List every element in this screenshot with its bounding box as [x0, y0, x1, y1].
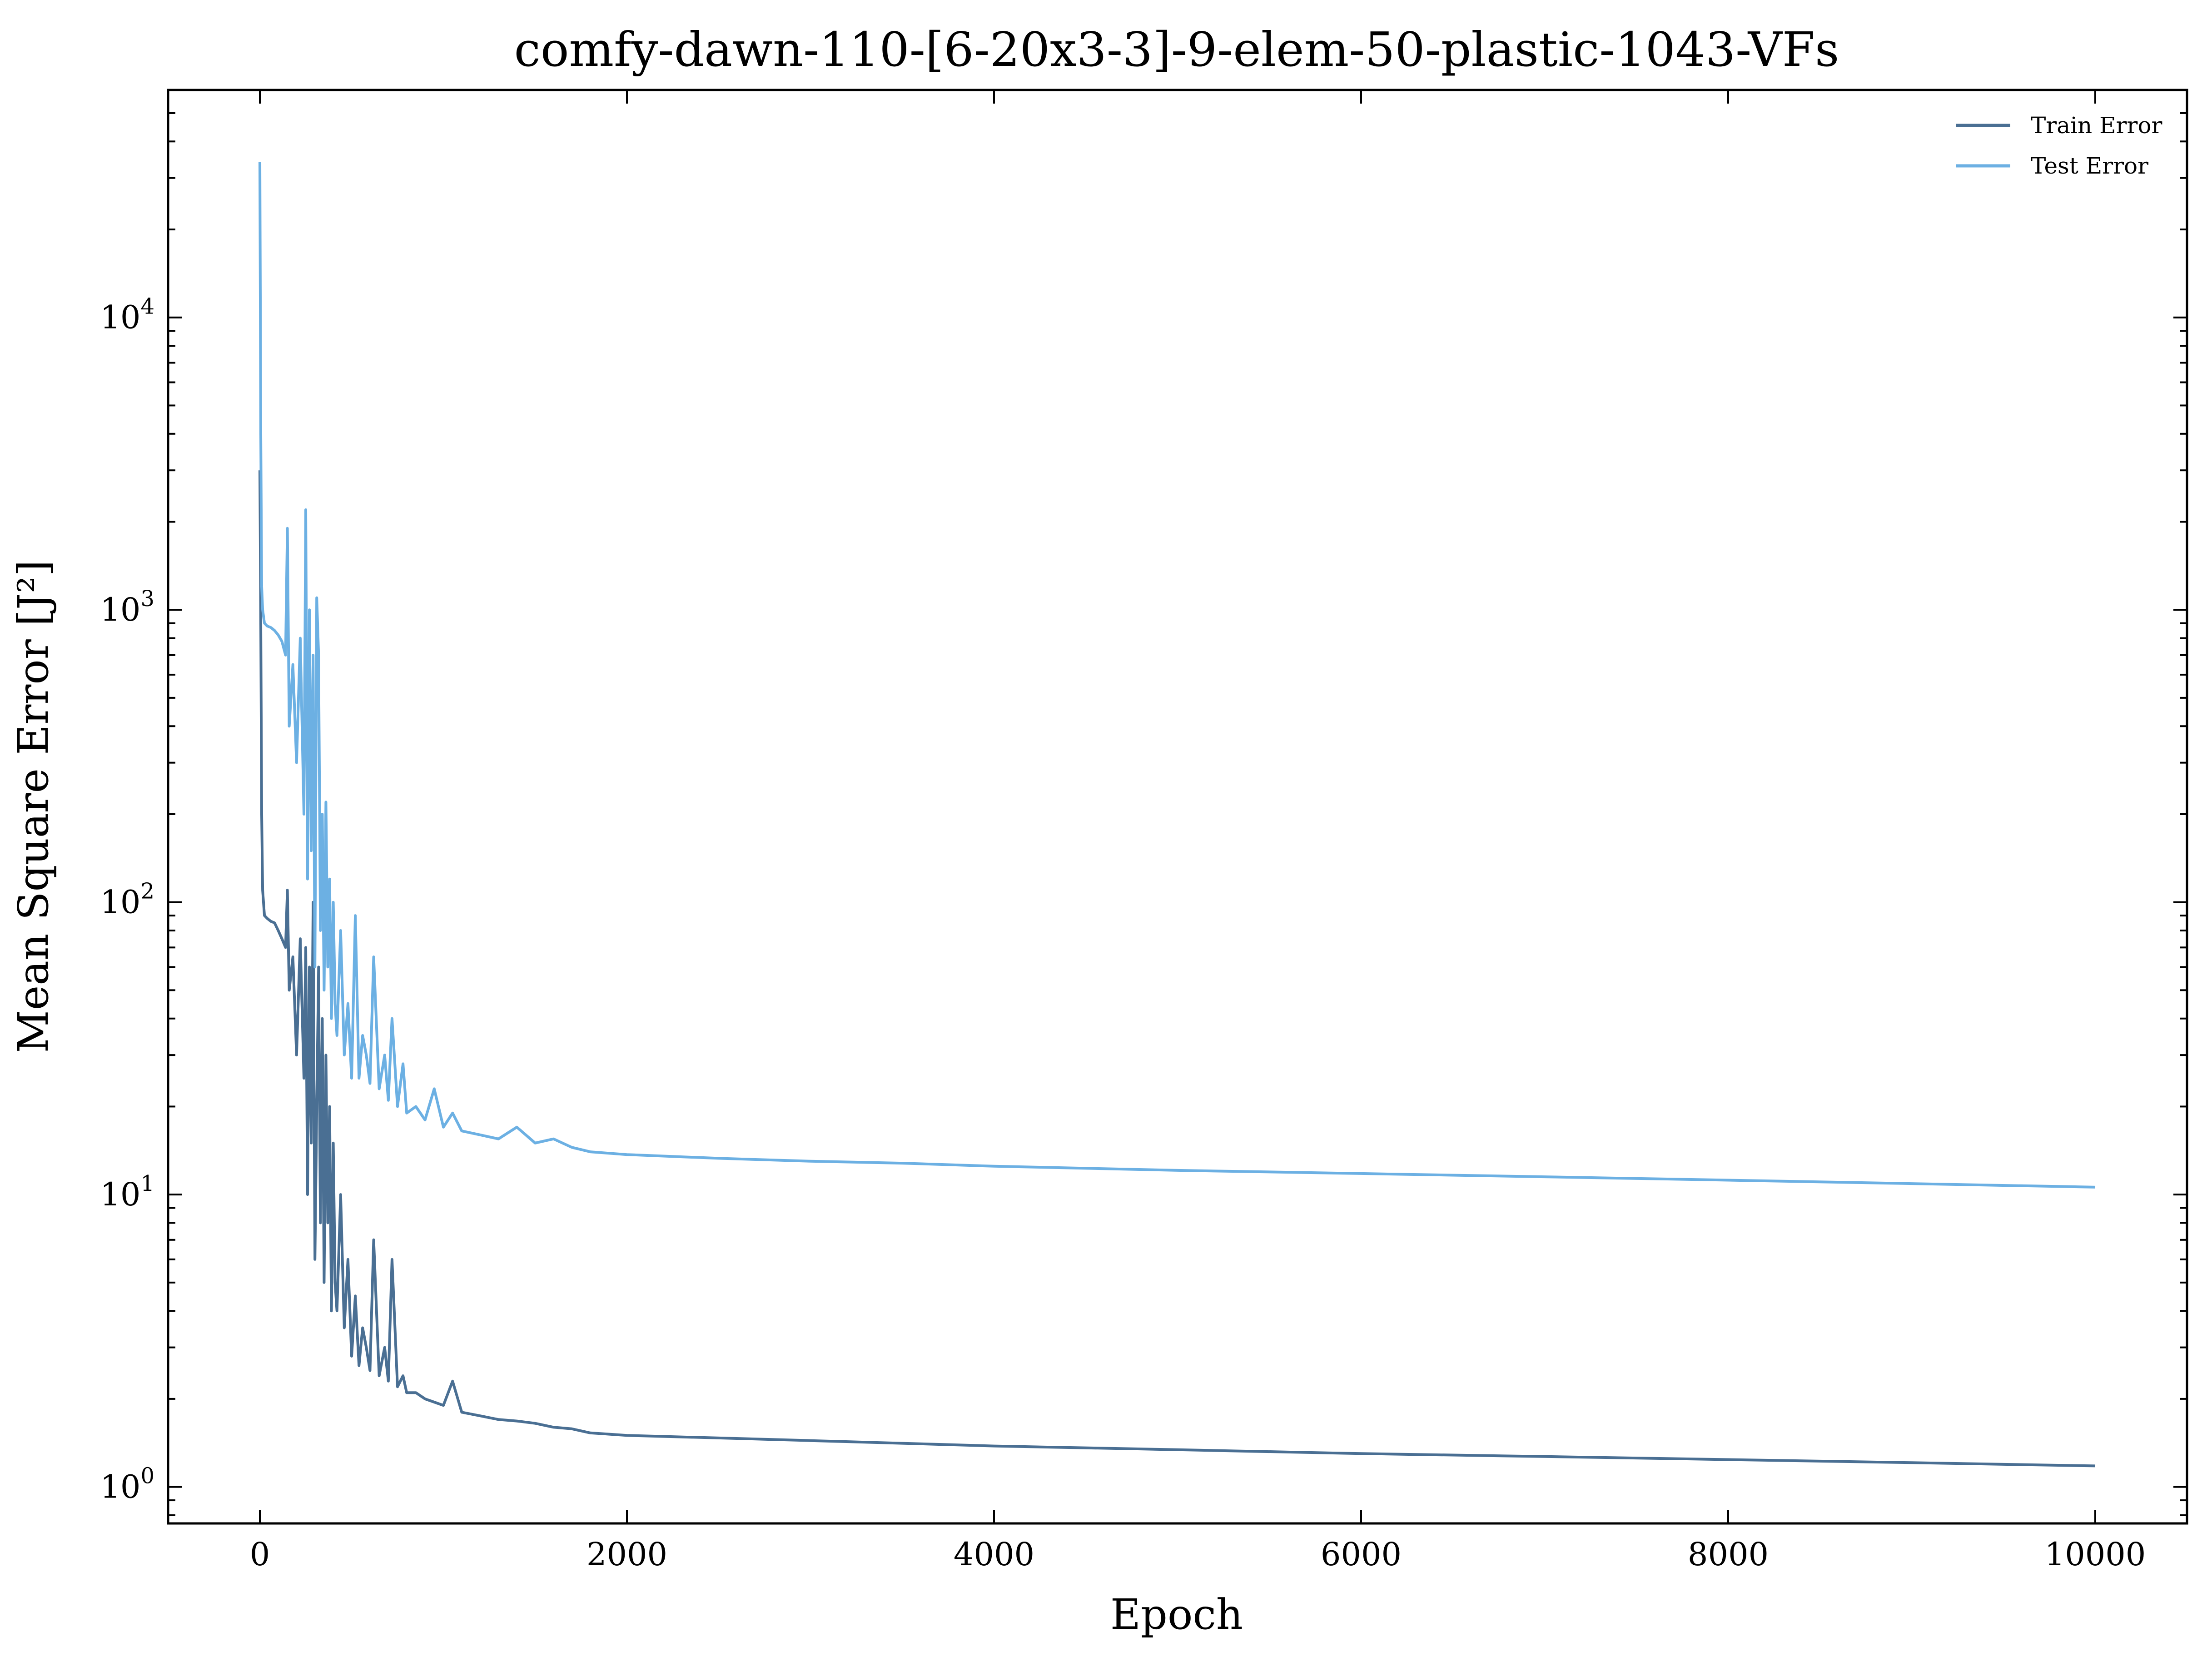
series-line-test-error: [258, 162, 2096, 1189]
legend: Train Error Test Error: [1956, 112, 2162, 179]
plot-frame: [167, 89, 2188, 1525]
legend-label-test-error: Test Error: [2031, 153, 2148, 179]
x-tick-label-4000: 4000: [954, 1536, 1034, 1573]
chart-title: comfy-dawn-110-[6-20x3-3]-9-elem-50-plas…: [514, 22, 1839, 77]
y-tick-label-1: 100: [100, 1463, 154, 1506]
y-tick-label-100: 102: [100, 879, 154, 921]
legend-label-train-error: Train Error: [2031, 112, 2162, 139]
plot-area: [258, 162, 2096, 1468]
y-axis-label: Mean Square Error [J²]: [9, 560, 58, 1053]
x-axis-label: Epoch: [1110, 1590, 1243, 1639]
x-tick-label-0: 0: [250, 1536, 270, 1573]
x-tick-label-10000: 10000: [2045, 1536, 2146, 1573]
y-tick-label-1000: 103: [100, 586, 154, 628]
x-tick-label-6000: 6000: [1321, 1536, 1402, 1573]
x-tick-label-2000: 2000: [587, 1536, 667, 1573]
series-line-train-error: [258, 470, 2096, 1468]
y-tick-label-10000: 104: [100, 294, 154, 336]
axis-ticks: 0 2000 4000 6000 8000 10000 100 101 102 103 104: [100, 89, 2187, 1573]
y-tick-label-10: 101: [100, 1171, 154, 1213]
x-tick-label-8000: 8000: [1688, 1536, 1769, 1573]
